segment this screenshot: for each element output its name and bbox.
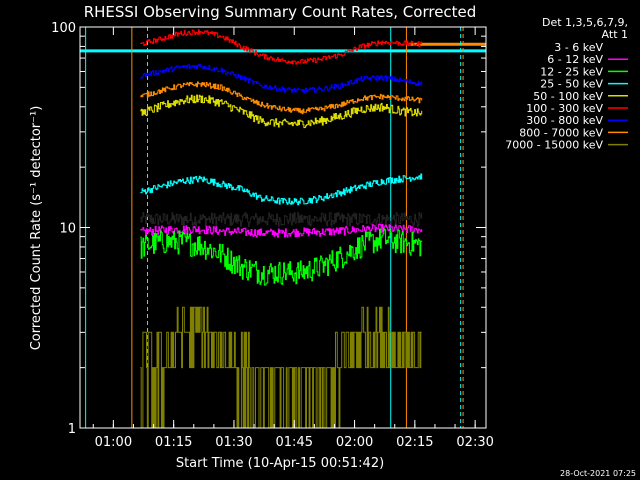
y-tick-label: 10 <box>59 222 76 237</box>
x-tick-label: 01:15 <box>155 435 192 450</box>
y-tick-label: 1 <box>68 422 76 437</box>
legend-header-line-1: Det 1,3,5,6,7,9, <box>542 16 628 29</box>
series-line-12-25-kev <box>140 228 423 286</box>
x-axis-label: Start Time (10-Apr-15 00:51:42) <box>176 456 384 471</box>
plot-area <box>80 27 486 429</box>
legend-label-6-12-kev: 6 - 12 keV <box>547 53 603 66</box>
y-tick-label: 100 <box>51 21 76 36</box>
x-tick-label: 01:45 <box>276 435 313 450</box>
legend-label-300-800-kev: 300 - 800 keV <box>526 114 603 127</box>
legend-label-12-25-kev: 12 - 25 keV <box>540 65 603 78</box>
series-line-100-300-kev <box>140 29 423 65</box>
series-line-3-6-kev <box>140 212 423 227</box>
series-line-50-100-kev <box>140 94 423 129</box>
series-line-800-7000-kev <box>140 81 423 115</box>
legend-label-800-7000-kev: 800 - 7000 keV <box>519 126 603 139</box>
series-line-7000-15000-kev <box>140 306 422 429</box>
series-line-25-50-kev <box>140 173 423 206</box>
x-tick-label: 02:15 <box>396 435 433 450</box>
x-tick-label: 02:30 <box>456 435 493 450</box>
y-axis-label: Corrected Count Rate (s⁻¹ detector⁻¹) <box>29 106 44 351</box>
x-tick-label: 01:00 <box>95 435 132 450</box>
legend-label-25-50-kev: 25 - 50 keV <box>540 78 603 91</box>
footer-timestamp: 28-Oct-2021 07:25 <box>560 469 636 478</box>
legend-header-line-2: Att 1 <box>602 28 628 41</box>
x-tick-label: 01:30 <box>215 435 252 450</box>
legend-label-3-6-kev: 3 - 6 keV <box>554 41 603 54</box>
legend-label-50-100-kev: 50 - 100 keV <box>533 90 603 103</box>
x-tick-label: 02:00 <box>336 435 373 450</box>
legend-label-100-300-kev: 100 - 300 keV <box>526 102 603 115</box>
axes: 01:00 01:15 01:30 01:45 02:00 02:15 02:30 1 10 10… <box>51 21 494 450</box>
legend-header: Det 1,3,5,6,7,9, Att 1 <box>542 16 628 41</box>
series-line-300-800-kev <box>140 64 423 94</box>
chart-title: RHESSI Observing Summary Count Rates, Co… <box>84 3 477 21</box>
legend-label-7000-15000-kev: 7000 - 15000 keV <box>505 139 603 152</box>
